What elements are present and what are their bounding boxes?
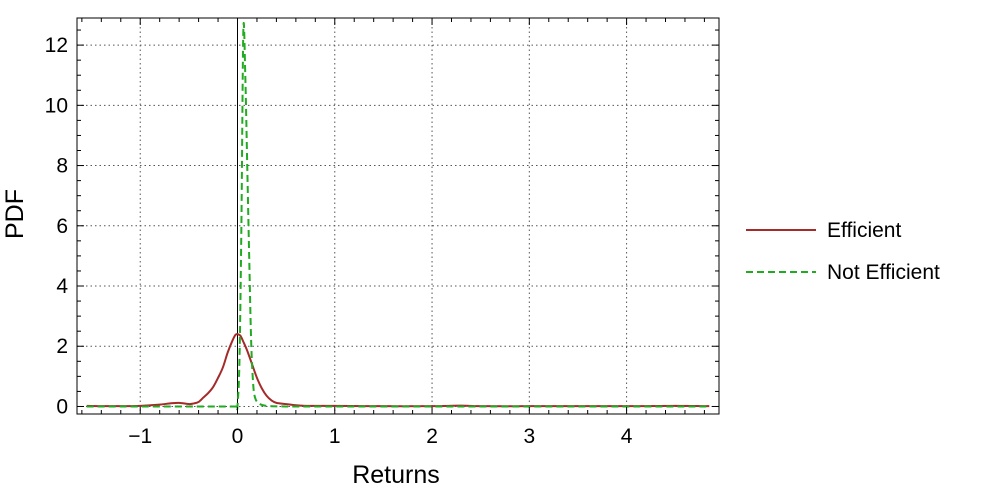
- legend-label-not-efficient: Not Efficient: [827, 261, 940, 284]
- x-tick-label: 2: [426, 425, 438, 448]
- x-tick-label: 3: [523, 425, 535, 448]
- x-tick-label: 4: [621, 425, 633, 448]
- y-tick-label: 0: [56, 395, 68, 418]
- tick-marks: [77, 18, 719, 414]
- grid: [77, 18, 719, 414]
- series-lines: [86, 21, 710, 411]
- series-line-efficient: [86, 333, 710, 408]
- y-tick-label: 10: [45, 94, 68, 117]
- y-tick-labels: 0 2 4 6 8 10 12: [45, 34, 69, 418]
- y-tick-label: 12: [45, 34, 68, 57]
- y-tick-label: 4: [56, 275, 68, 298]
- x-tick-label: 1: [329, 425, 341, 448]
- x-axis-title: Returns: [352, 461, 440, 489]
- plot-frame: [76, 17, 720, 415]
- legend: Efficient Not Efficient: [746, 219, 940, 284]
- series-line-not-efficient: [86, 21, 710, 411]
- y-axis-title: PDF: [1, 189, 29, 239]
- x-tick-labels: −1 0 1 2 3 4: [128, 425, 632, 448]
- legend-label-efficient: Efficient: [827, 219, 901, 242]
- y-tick-label: 8: [56, 155, 68, 178]
- y-tick-label: 2: [56, 335, 68, 358]
- x-tick-label: 0: [232, 425, 244, 448]
- x-tick-label: −1: [128, 425, 152, 448]
- y-tick-label: 6: [56, 215, 68, 238]
